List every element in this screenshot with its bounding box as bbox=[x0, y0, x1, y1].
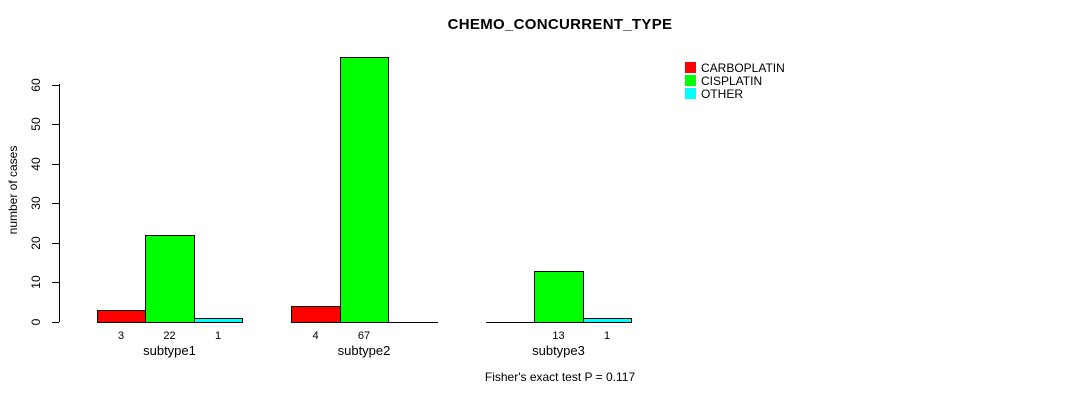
legend-item-cisplatin: CISPLATIN bbox=[685, 74, 785, 87]
y-tick-label-60: 60 bbox=[29, 77, 43, 92]
y-tick-0 bbox=[52, 322, 59, 323]
y-axis-line bbox=[59, 84, 60, 322]
y-tick-10 bbox=[52, 282, 59, 284]
legend-item-other: OTHER bbox=[685, 87, 785, 100]
fisher-test-annotation: Fisher's exact test P = 0.117 bbox=[484, 370, 636, 384]
bar-other-subtype1 bbox=[193, 318, 243, 323]
bar-value-cisplatin-subtype2: 67 bbox=[357, 330, 371, 342]
y-tick-label-10: 10 bbox=[29, 275, 43, 290]
bar-other-subtype3 bbox=[582, 318, 632, 323]
y-tick-60 bbox=[52, 84, 59, 86]
bar-cisplatin-subtype3 bbox=[534, 271, 584, 323]
bar-carboplatin-subtype2 bbox=[291, 306, 341, 323]
bar-value-carboplatin-subtype1: 3 bbox=[117, 330, 125, 342]
y-tick-20 bbox=[52, 242, 59, 244]
bar-cisplatin-subtype2 bbox=[339, 57, 389, 323]
y-tick-30 bbox=[52, 203, 59, 205]
legend-label-carboplatin: CARBOPLATIN bbox=[701, 60, 785, 75]
legend: CARBOPLATIN CISPLATIN OTHER bbox=[685, 61, 785, 100]
legend-swatch-cisplatin bbox=[685, 75, 696, 86]
y-tick-label-20: 20 bbox=[29, 236, 43, 250]
bar-carboplatin-subtype1 bbox=[96, 310, 146, 323]
legend-swatch-carboplatin bbox=[685, 62, 696, 73]
legend-item-carboplatin: CARBOPLATIN bbox=[685, 61, 785, 74]
legend-swatch-other bbox=[685, 88, 696, 99]
y-tick-label-0: 0 bbox=[29, 318, 43, 326]
legend-label-other: OTHER bbox=[701, 86, 743, 101]
bar-value-other-subtype3: 1 bbox=[603, 330, 611, 342]
bar-other-subtype2 bbox=[388, 322, 438, 323]
y-tick-label-30: 30 bbox=[29, 196, 43, 210]
bar-carboplatin-subtype3 bbox=[485, 322, 535, 323]
category-label-subtype3: subtype3 bbox=[532, 343, 585, 358]
bar-value-other-subtype1: 1 bbox=[214, 330, 222, 342]
bar-value-carboplatin-subtype2: 4 bbox=[312, 330, 319, 342]
category-label-subtype2: subtype2 bbox=[337, 343, 391, 358]
bar-value-cisplatin-subtype1: 22 bbox=[163, 330, 176, 342]
bar-cisplatin-subtype1 bbox=[145, 235, 195, 323]
y-tick-50 bbox=[52, 124, 59, 126]
bar-value-cisplatin-subtype3: 13 bbox=[552, 330, 565, 342]
y-tick-label-40: 40 bbox=[29, 156, 43, 171]
legend-label-cisplatin: CISPLATIN bbox=[701, 73, 763, 88]
chart-title: CHEMO_CONCURRENT_TYPE bbox=[447, 16, 673, 33]
y-tick-label-50: 50 bbox=[29, 117, 43, 131]
category-label-subtype1: subtype1 bbox=[143, 343, 196, 358]
y-axis-label: number of cases bbox=[6, 145, 20, 235]
y-tick-40 bbox=[52, 163, 59, 165]
